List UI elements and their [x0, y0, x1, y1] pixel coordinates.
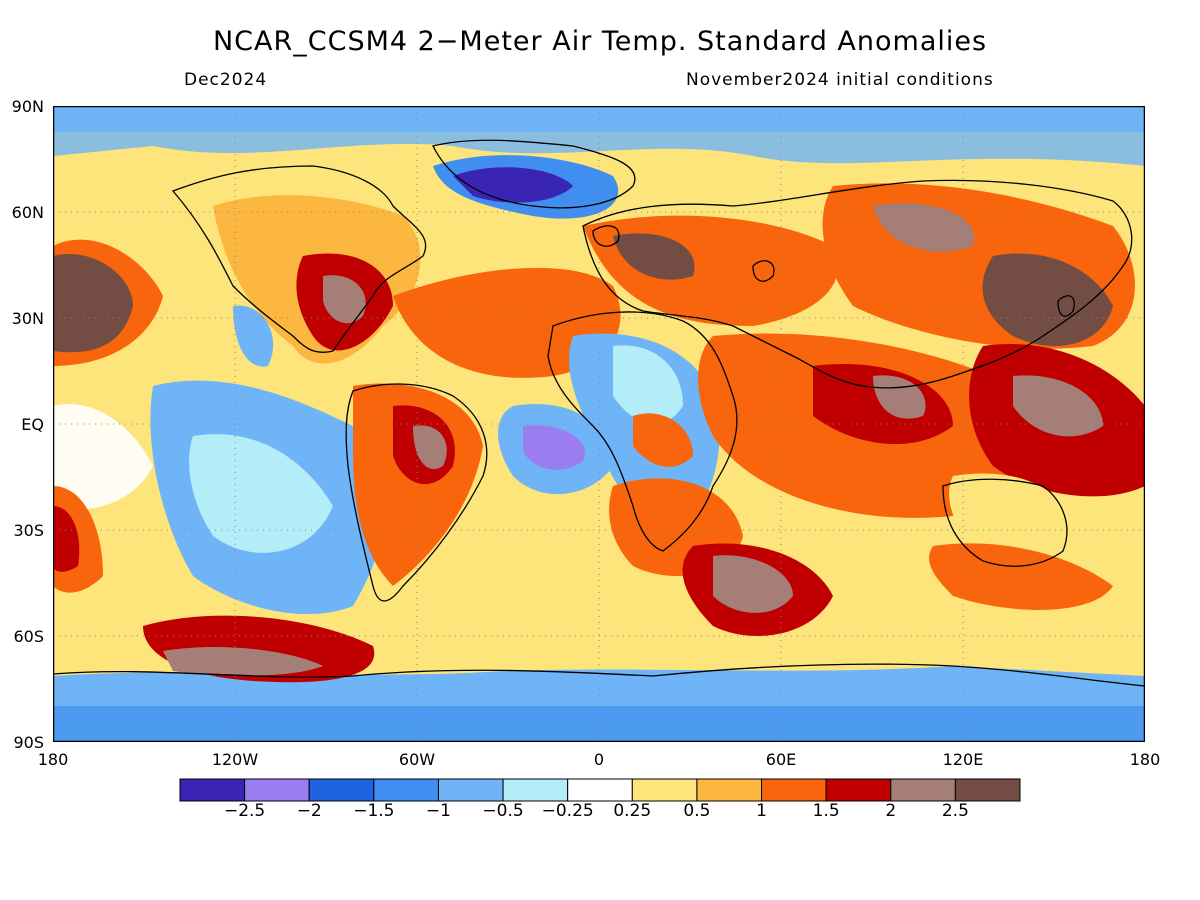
west-pacific-neutral [53, 404, 153, 510]
colorbar-swatch [761, 778, 827, 802]
antarctica-coast [53, 663, 1145, 687]
colorbar-label: 0.25 [613, 801, 652, 821]
lat-label-30n: 30N [11, 309, 44, 328]
central-africa-warm [633, 413, 693, 467]
sahara-slightly-cool [613, 345, 683, 425]
lat-label-90s: 90S [13, 733, 44, 752]
lon-label-60e: 60E [765, 750, 797, 769]
colorbar-label: −2.5 [223, 801, 266, 821]
lon-label-120w: 120W [211, 750, 259, 769]
east-asia-hot [982, 253, 1113, 346]
pacific-slightly-cool [189, 434, 333, 553]
lat-label-30s: 30S [13, 521, 44, 540]
europe-hot [613, 233, 695, 280]
australia-mild [949, 473, 1073, 557]
colorbar-label: 1.5 [812, 801, 840, 821]
lat-label-eq: EQ [21, 415, 44, 434]
south-pacific-hot [163, 646, 323, 676]
colorbar-swatch [308, 778, 375, 802]
map-frame [53, 106, 1145, 742]
colorbar-swatch [696, 778, 763, 802]
colorbar-swatch [890, 778, 956, 802]
greenland-coast [432, 139, 636, 209]
south-indian-ocean-hot [713, 555, 793, 613]
north-america-hot [323, 275, 366, 324]
colorbar-swatch [631, 778, 698, 802]
colorbar-label: 2.5 [941, 801, 969, 821]
siberia-hot [873, 203, 975, 252]
lon-label-180e: 180 [1129, 750, 1161, 769]
colorbar-label: −0.25 [541, 801, 594, 821]
western-us-cool [233, 305, 274, 367]
colorbar-swatch [244, 778, 310, 802]
colorbar-label: 0.5 [683, 801, 711, 821]
japan-coast [1057, 295, 1075, 317]
tropical-atlantic-cold [523, 425, 585, 470]
coastlines [53, 139, 1145, 687]
colorbar-label: −0.5 [482, 801, 524, 821]
colorbar-label: −2 [296, 801, 322, 821]
dateline-south-very-warm [53, 506, 80, 572]
colorbar-swatch [373, 778, 439, 802]
anomaly-map [53, 106, 1145, 742]
colorbar-label: 1 [756, 801, 767, 821]
colorbar-swatch [567, 778, 633, 802]
lat-label-90n: 90N [11, 97, 44, 116]
caspian-coast [752, 260, 775, 282]
lon-label-0: 0 [593, 750, 605, 769]
forecast-month: Dec2024 [184, 70, 268, 90]
initial-conditions: November2024 initial conditions [686, 70, 994, 90]
africa-coast [547, 311, 738, 552]
colorbar-label: −1 [425, 801, 451, 821]
colorbar [179, 778, 1021, 802]
british-isles-coast [592, 225, 620, 247]
graticule [53, 106, 1145, 742]
colorbar-label: −1.5 [353, 801, 395, 821]
colorbar-swatch [502, 778, 569, 802]
colorbar-swatch [954, 778, 1021, 802]
colorbar-label: 2 [885, 801, 897, 821]
eurasia-coast [582, 179, 1133, 389]
west-pacific-hot [1013, 375, 1103, 437]
lat-label-60n: 60N [11, 203, 44, 222]
colorbar-swatch [179, 778, 246, 802]
south-america-hot [413, 425, 447, 470]
north-america-coast [171, 165, 427, 353]
south-australia-warm [929, 543, 1113, 610]
colorbar-swatch [825, 778, 892, 802]
australia-coast [942, 478, 1068, 567]
colorbar-swatch [437, 778, 504, 802]
lon-label-180w: 180 [37, 750, 69, 769]
south-america-coast [345, 383, 488, 602]
north-atlantic-warm [393, 267, 621, 378]
north-pacific-hot [53, 254, 133, 353]
lon-label-60w: 60W [398, 750, 436, 769]
greenland-cold [453, 167, 573, 203]
lat-label-60s: 60S [13, 627, 44, 646]
map-title: NCAR_CCSM4 2−Meter Air Temp. Standard An… [212, 26, 988, 57]
lon-label-120e: 120E [942, 750, 984, 769]
